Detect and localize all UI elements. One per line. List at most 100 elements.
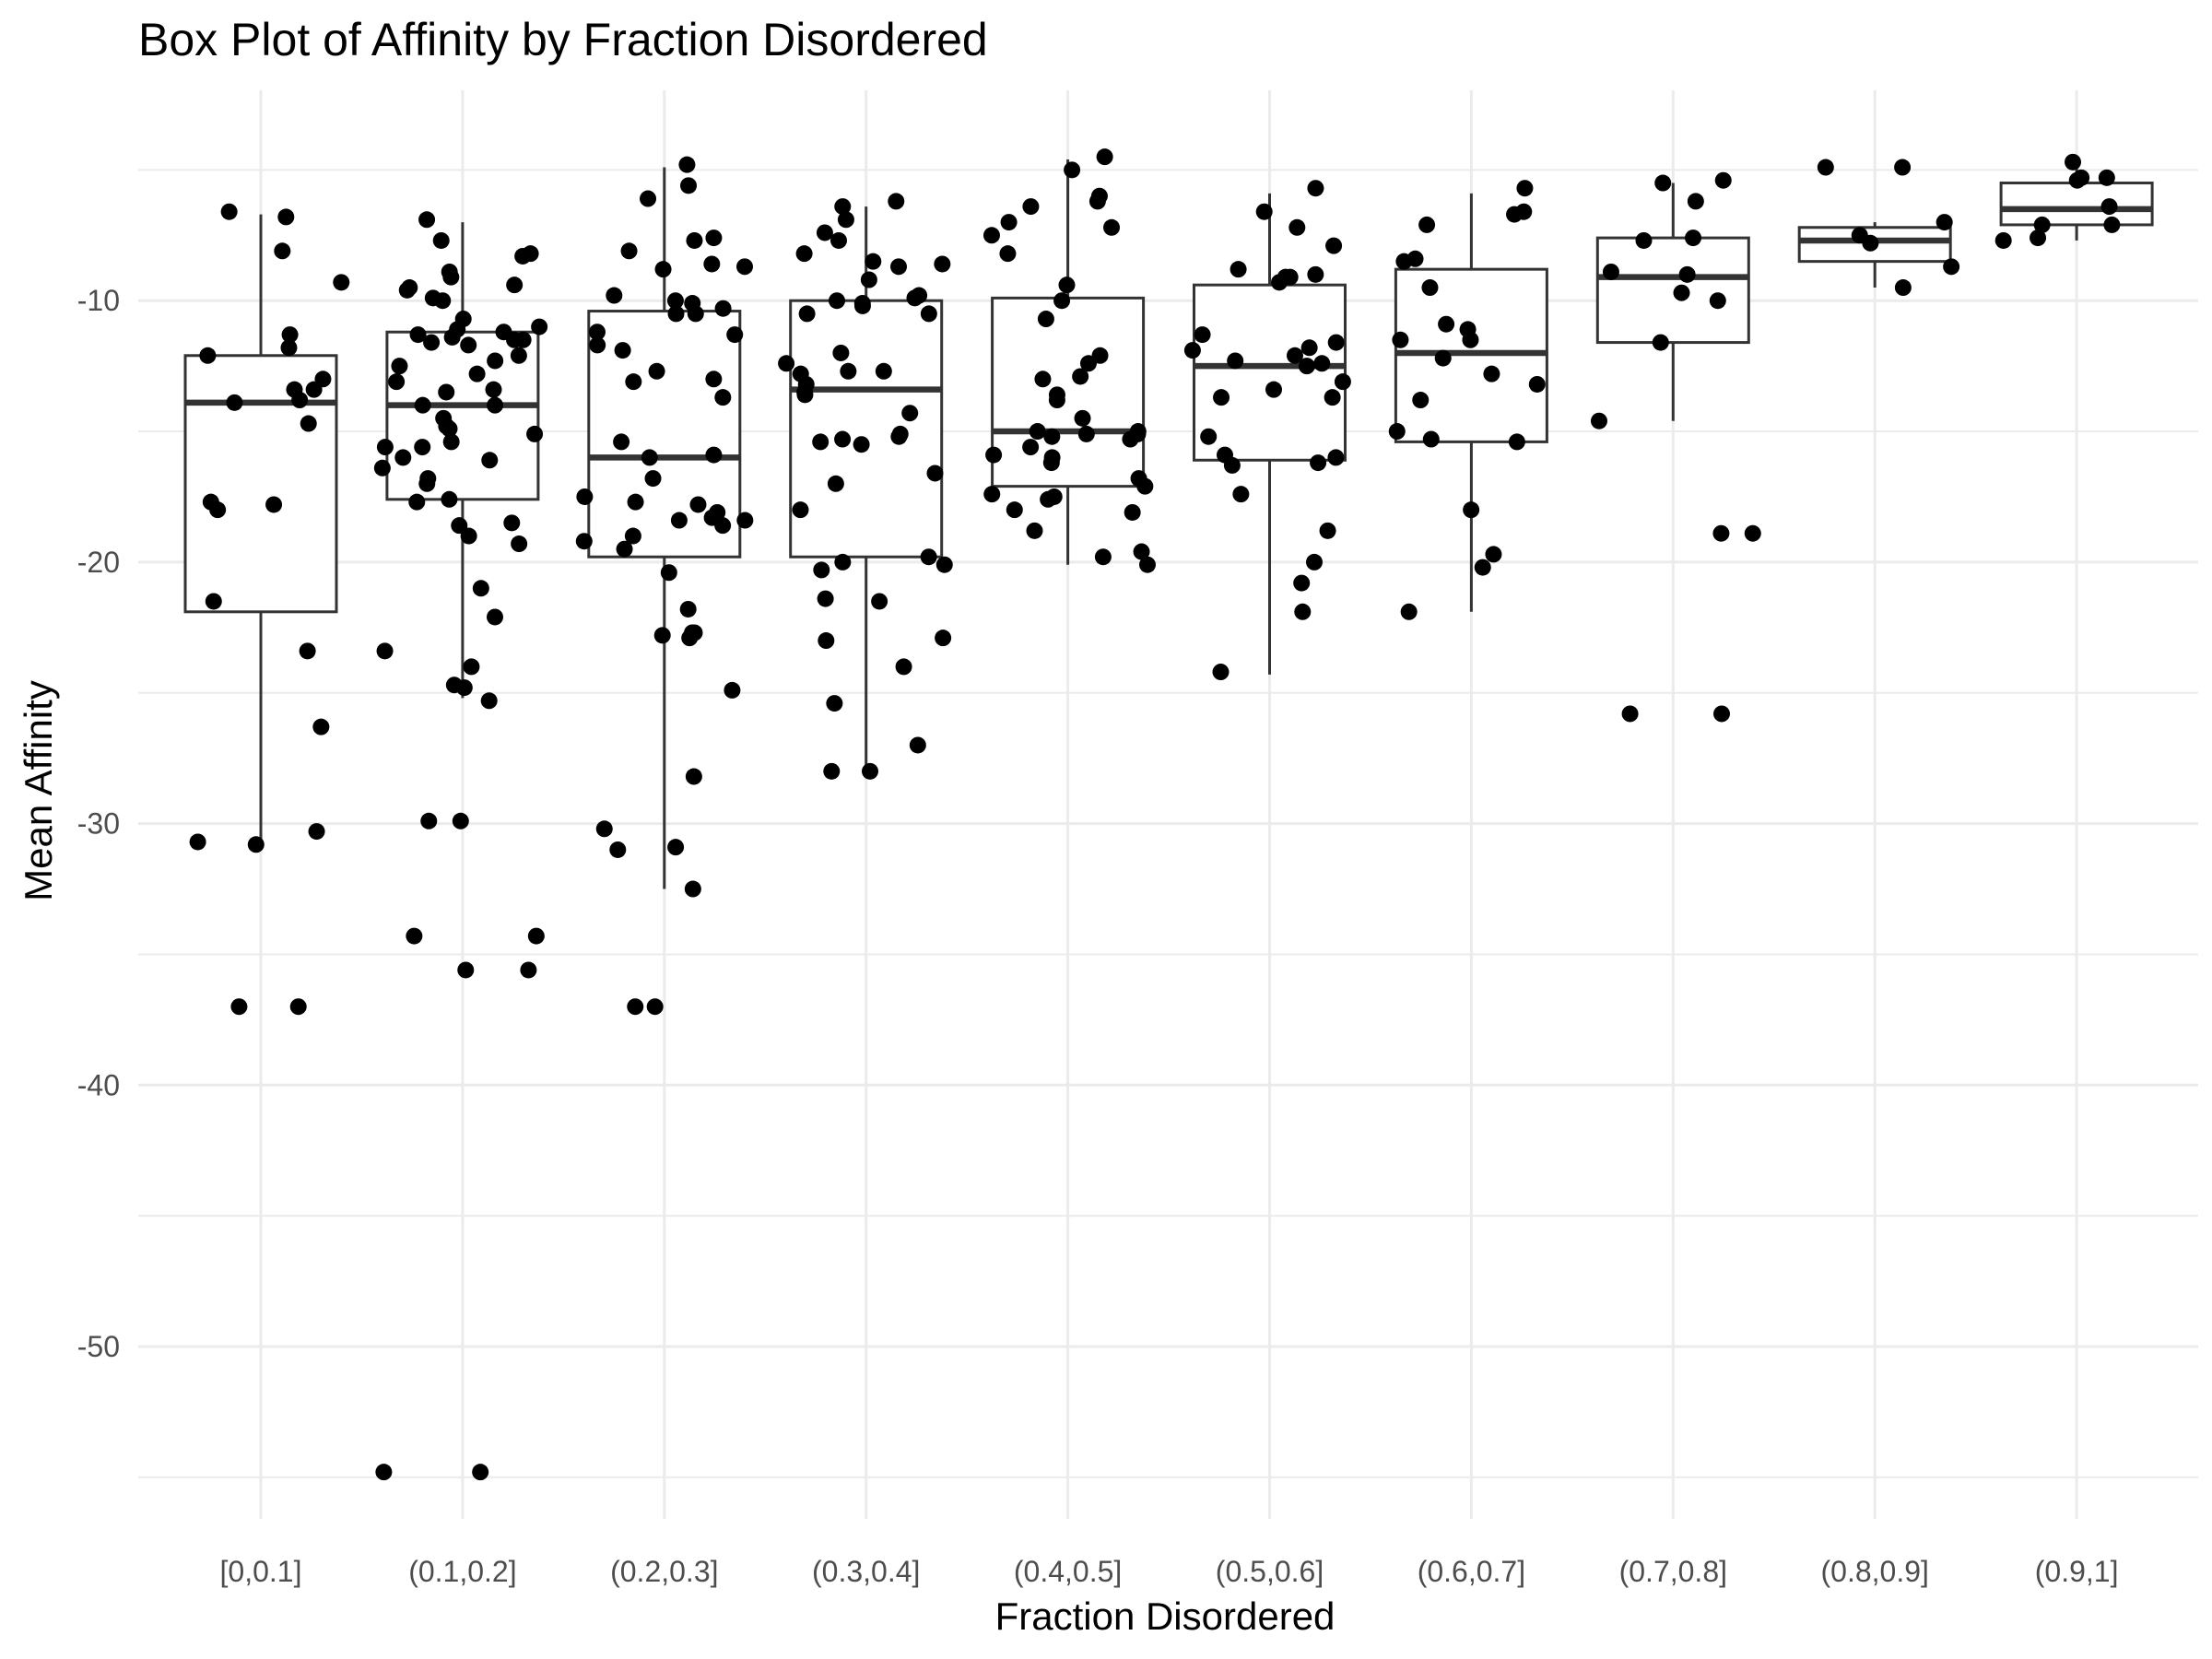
data-point (420, 812, 438, 830)
data-point (451, 517, 468, 535)
data-point (714, 389, 732, 406)
data-point (247, 836, 265, 853)
data-point (588, 324, 606, 341)
y-tick-label: -10 (77, 284, 120, 317)
data-point (1508, 433, 1525, 451)
data-point (414, 439, 431, 456)
data-point (724, 681, 741, 699)
data-point (614, 342, 631, 359)
x-tick-label: (0.2,0.3] (610, 1555, 718, 1588)
y-axis-title: Mean Affinity (17, 680, 60, 901)
data-point (832, 344, 850, 361)
box (1193, 193, 1347, 675)
data-point (726, 326, 744, 344)
data-point (576, 488, 594, 505)
data-point (1313, 355, 1331, 372)
data-point (705, 371, 723, 388)
data-point (595, 820, 613, 838)
data-point (376, 439, 394, 456)
data-point (679, 600, 697, 618)
data-point (1079, 355, 1097, 372)
data-point (1064, 161, 1081, 179)
data-point (1300, 339, 1318, 357)
data-point (300, 415, 317, 432)
data-point (1463, 501, 1480, 519)
data-point (481, 452, 499, 469)
data-point (409, 326, 427, 344)
data-point (398, 281, 416, 299)
data-point (1392, 331, 1409, 348)
x-tick-label: (0.3,0.4] (812, 1555, 920, 1588)
data-point (391, 358, 408, 375)
data-point (670, 512, 688, 529)
data-point (1058, 276, 1076, 294)
data-point (1037, 311, 1054, 328)
data-point (1817, 159, 1834, 176)
data-point (1673, 284, 1690, 301)
data-point (1042, 454, 1060, 472)
data-point (452, 812, 469, 830)
data-point (265, 496, 283, 513)
x-tick-label: (0.5,0.6] (1216, 1555, 1324, 1588)
data-point (1133, 543, 1150, 560)
data-point (1325, 237, 1343, 254)
data-point (514, 247, 532, 265)
data-point (837, 211, 854, 229)
data-point (2033, 216, 2051, 233)
data-point (689, 496, 707, 513)
data-point (920, 548, 937, 566)
data-point (890, 258, 908, 276)
data-point (388, 373, 406, 391)
data-point (816, 224, 833, 241)
data-point (230, 998, 248, 1016)
box-iqr (1595, 236, 1750, 345)
data-point (834, 198, 852, 216)
data-point (714, 300, 732, 317)
data-point (442, 268, 460, 286)
box (789, 206, 944, 771)
data-point (983, 486, 1001, 503)
data-point (205, 593, 222, 610)
data-point (606, 287, 623, 304)
data-point (220, 203, 238, 220)
data-point (888, 193, 905, 210)
x-tick-label: (0.9,1] (2035, 1555, 2119, 1588)
data-point (408, 493, 426, 511)
data-point (982, 227, 1000, 244)
data-point (834, 553, 852, 571)
data-point (1212, 664, 1230, 681)
data-point (1232, 486, 1250, 503)
data-point (1635, 231, 1653, 249)
data-point (1194, 326, 1211, 344)
data-point (654, 261, 672, 278)
box (1394, 193, 1548, 612)
data-point (861, 762, 878, 780)
data-point (934, 255, 951, 273)
data-point (1223, 456, 1241, 474)
data-point (648, 362, 665, 380)
data-point (1293, 574, 1311, 592)
data-point (1094, 548, 1112, 566)
data-point (531, 318, 548, 335)
data-point (1474, 559, 1491, 576)
data-point (999, 245, 1017, 263)
data-point (1034, 371, 1052, 388)
data-point (625, 373, 642, 391)
y-tick-label: -30 (77, 807, 120, 841)
data-point (1462, 331, 1479, 348)
data-point (455, 679, 473, 697)
data-point (840, 362, 857, 380)
box (1595, 182, 1750, 421)
data-point (680, 177, 698, 194)
data-point (394, 449, 412, 466)
data-point (1091, 347, 1109, 364)
data-point (813, 561, 830, 579)
x-axis-ticks: [0,0.1] (0.1,0.2] (0.2,0.3] (0.3,0.4] (0.4,0… (220, 1555, 2119, 1588)
data-point (1516, 180, 1534, 197)
data-point (798, 305, 816, 323)
data-point (1306, 553, 1324, 571)
data-point (414, 396, 431, 414)
data-point (666, 292, 684, 310)
data-point (1714, 171, 1732, 189)
